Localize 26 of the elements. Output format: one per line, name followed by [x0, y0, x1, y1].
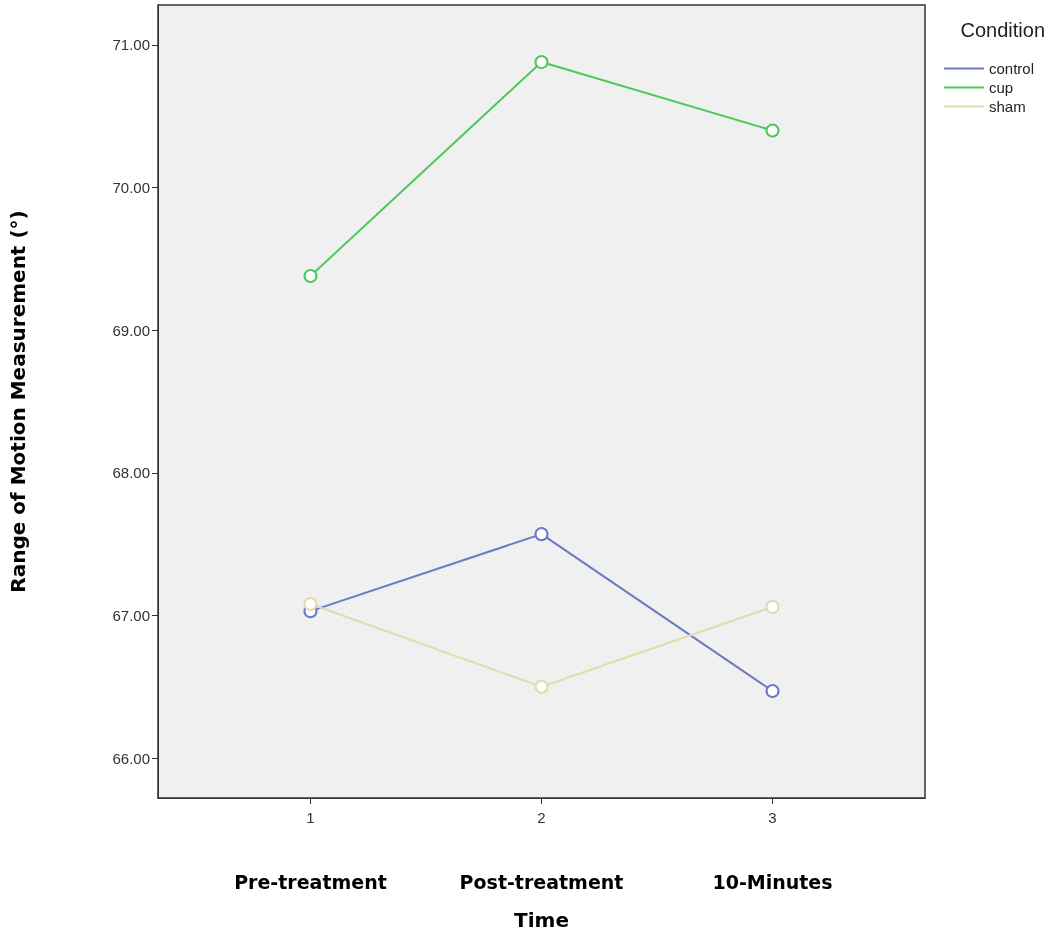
- legend-title: Condition: [960, 19, 1046, 41]
- x-tick-label: 3: [768, 809, 777, 826]
- x-tick-label: 2: [537, 809, 546, 826]
- y-tick-label: 69.00: [112, 321, 150, 339]
- y-axis-title: Range of Motion Measurement (°): [6, 210, 30, 593]
- point: [534, 679, 549, 694]
- text: 10-Minutes: [712, 870, 833, 893]
- legend-label: control: [988, 60, 1035, 77]
- point: [534, 527, 549, 542]
- point: [534, 55, 549, 70]
- text: Post-treatment: [459, 870, 624, 893]
- x-axis-title: Time: [514, 908, 569, 932]
- point: [765, 123, 780, 138]
- point: [303, 597, 318, 612]
- y-tick-label: 68.00: [112, 464, 150, 482]
- text: Pre-treatment: [234, 870, 387, 893]
- x-tick-label: 1: [306, 809, 315, 826]
- point: [765, 684, 780, 699]
- legend-label: cup: [988, 79, 1014, 96]
- point: [303, 268, 318, 283]
- legend-label: sham: [988, 98, 1026, 115]
- y-tick-label: 70.00: [112, 179, 150, 197]
- y-tick-label: 71.00: [112, 36, 150, 54]
- y-tick-label: 67.00: [112, 606, 150, 624]
- point: [765, 599, 780, 614]
- y-tick-label: 66.00: [112, 749, 150, 767]
